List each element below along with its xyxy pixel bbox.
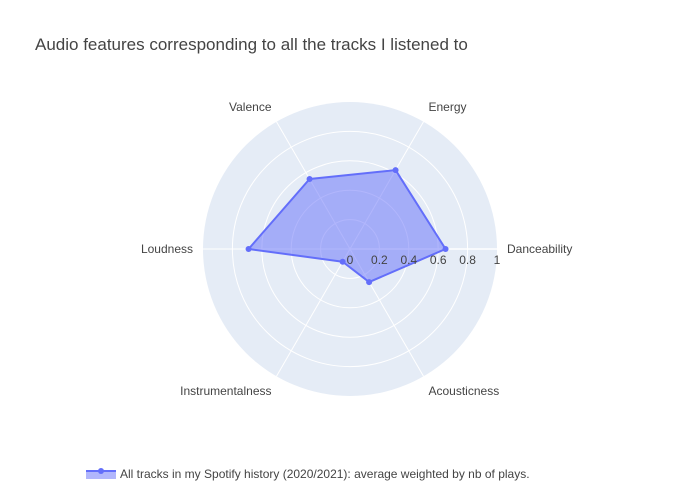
radial-tick-label: 0.8	[459, 253, 476, 267]
axis-label-energy: Energy	[429, 100, 467, 114]
axis-label-danceability: Danceability	[507, 242, 572, 256]
legend-label: All tracks in my Spotify history (2020/2…	[120, 467, 530, 481]
radial-tick-label: 1	[494, 253, 501, 267]
polar-area: 0 0.2 0.4 0.6 0.8 1 Danceability Energy Valence L…	[141, 100, 572, 398]
radial-tick-label: 0.2	[371, 253, 388, 267]
axis-label-valence: Valence	[229, 100, 272, 114]
data-point-energy[interactable]	[392, 167, 399, 174]
data-point-acousticness[interactable]	[366, 279, 373, 286]
data-point-instrumentalness[interactable]	[339, 258, 346, 265]
legend[interactable]: All tracks in my Spotify history (2020/2…	[86, 467, 530, 481]
legend-marker	[98, 468, 104, 474]
legend-fill	[86, 471, 116, 479]
data-point-valence[interactable]	[306, 175, 313, 182]
data-point-danceability[interactable]	[442, 246, 449, 252]
chart-title: Audio features corresponding to all the …	[35, 35, 468, 54]
axis-label-instrumentalness: Instrumentalness	[180, 384, 271, 398]
radial-tick-label: 0.6	[430, 253, 447, 267]
legend-swatch	[86, 468, 116, 479]
data-point-loudness[interactable]	[245, 246, 252, 252]
grid-spoke	[276, 248, 351, 377]
axis-label-loudness: Loudness	[141, 242, 193, 256]
radial-tick-label: 0.4	[400, 253, 417, 267]
axis-label-acousticness: Acousticness	[429, 384, 500, 398]
radial-tick-label: 0	[347, 253, 354, 267]
